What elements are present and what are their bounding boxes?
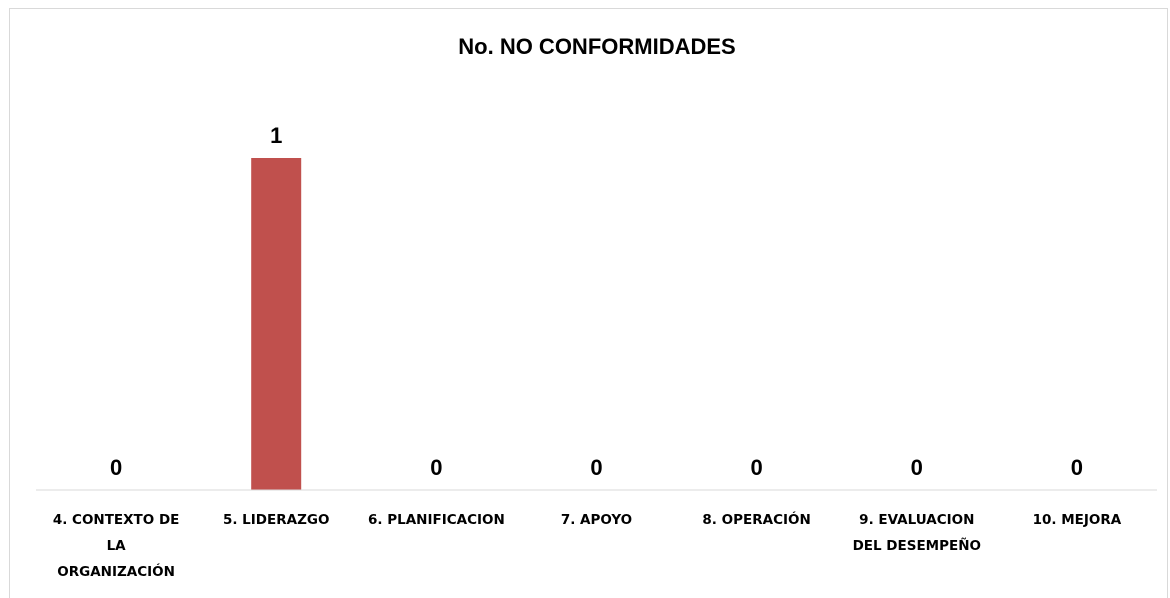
- data-label-4: 0: [590, 455, 602, 480]
- x-tick-label-1: 4. CONTEXTO DE LA ORGANIZACIÓN: [53, 512, 180, 580]
- x-tick-label-2: 5. LIDERAZGO: [223, 512, 329, 528]
- chart-frame: [9, 8, 1168, 598]
- x-tick-labels-layer: 4. CONTEXTO DE LA ORGANIZACIÓN 5. LIDERAZGO…: [53, 510, 1122, 580]
- x-tick-label-4: 7. APOYO: [561, 512, 632, 528]
- chart-title: No. NO CONFORMIDADES: [458, 34, 735, 59]
- data-label-3: 0: [430, 455, 442, 480]
- x-tick-label-7: 10. MEJORA: [1033, 512, 1122, 528]
- x-tick-label-3: 6. PLANIFICACION: [368, 512, 505, 528]
- data-labels-layer: 0 1 0 0 0 0 0: [110, 123, 1083, 480]
- bars-layer: [251, 158, 302, 490]
- data-label-6: 0: [911, 455, 923, 480]
- bar-2: [251, 158, 302, 490]
- data-label-2: 1: [270, 123, 282, 148]
- data-label-7: 0: [1071, 455, 1083, 480]
- x-tick-label-6: 9. EVALUACION DEL DESEMPEÑO: [853, 512, 981, 554]
- data-label-5: 0: [750, 455, 762, 480]
- x-tick-label-5: 8. OPERACIÓN: [702, 510, 810, 528]
- data-label-1: 0: [110, 455, 122, 480]
